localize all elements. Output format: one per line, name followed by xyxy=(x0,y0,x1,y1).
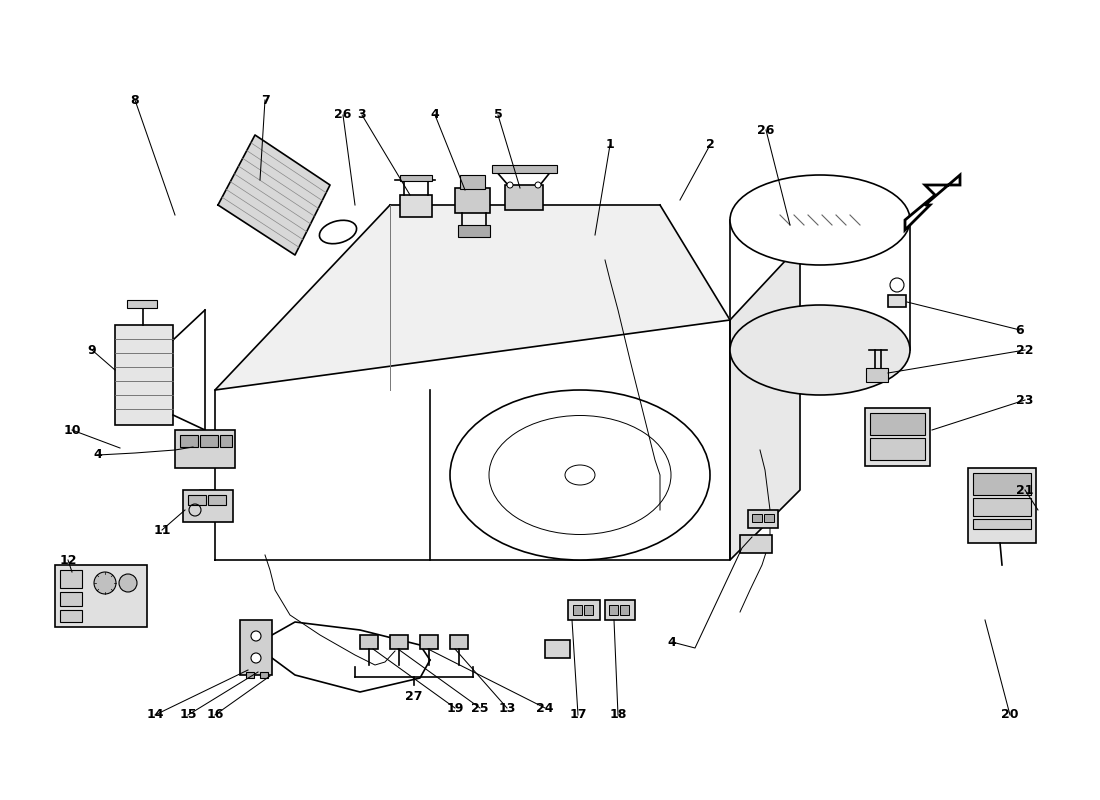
Circle shape xyxy=(535,182,541,188)
Bar xyxy=(568,600,600,620)
Circle shape xyxy=(251,653,261,663)
Bar xyxy=(968,468,1036,543)
Bar xyxy=(390,635,408,649)
Bar xyxy=(450,635,468,649)
Bar xyxy=(180,435,198,447)
Bar xyxy=(764,514,774,522)
Polygon shape xyxy=(905,175,960,230)
Bar xyxy=(544,640,570,658)
Text: 22: 22 xyxy=(1016,343,1034,357)
Bar xyxy=(420,635,438,649)
Circle shape xyxy=(94,572,115,594)
Bar xyxy=(60,570,82,588)
Text: 12: 12 xyxy=(59,554,77,566)
Bar xyxy=(458,225,490,237)
Bar xyxy=(752,514,762,522)
Bar xyxy=(246,672,254,678)
Bar xyxy=(974,498,1031,516)
Bar xyxy=(866,368,888,382)
Text: 11: 11 xyxy=(153,523,170,537)
Bar xyxy=(865,408,930,466)
Text: 15: 15 xyxy=(179,709,197,722)
Bar xyxy=(584,605,593,615)
Text: 1: 1 xyxy=(606,138,615,151)
Bar xyxy=(260,672,268,678)
Bar xyxy=(126,300,157,308)
Text: 19: 19 xyxy=(447,702,464,714)
Bar xyxy=(492,165,557,173)
Text: 17: 17 xyxy=(570,709,586,722)
Bar xyxy=(888,295,906,307)
Bar xyxy=(188,495,206,505)
Text: 14: 14 xyxy=(146,709,164,722)
Bar xyxy=(605,600,635,620)
Text: 7: 7 xyxy=(261,94,270,106)
Bar xyxy=(116,325,173,425)
Bar xyxy=(208,495,226,505)
Bar xyxy=(870,438,925,460)
Ellipse shape xyxy=(730,305,910,395)
Circle shape xyxy=(251,631,261,641)
Text: 10: 10 xyxy=(64,423,80,437)
Text: 8: 8 xyxy=(131,94,140,106)
Text: 6: 6 xyxy=(1015,323,1024,337)
Bar xyxy=(455,188,490,213)
Bar xyxy=(974,473,1031,495)
Bar xyxy=(175,430,235,468)
Bar xyxy=(60,610,82,622)
Text: 5: 5 xyxy=(494,109,503,122)
Bar xyxy=(460,175,485,189)
Bar xyxy=(609,605,618,615)
Polygon shape xyxy=(218,135,330,255)
Text: 9: 9 xyxy=(88,343,97,357)
Text: 18: 18 xyxy=(609,709,627,722)
Bar xyxy=(220,435,232,447)
Bar xyxy=(60,592,82,606)
Text: 23: 23 xyxy=(1016,394,1034,406)
Circle shape xyxy=(119,574,138,592)
Text: 26: 26 xyxy=(757,123,774,137)
Text: 3: 3 xyxy=(358,109,366,122)
Bar xyxy=(573,605,582,615)
Bar xyxy=(505,185,543,210)
Ellipse shape xyxy=(450,390,710,560)
Bar xyxy=(400,195,432,217)
Text: 16: 16 xyxy=(207,709,223,722)
Bar xyxy=(620,605,629,615)
Text: 13: 13 xyxy=(498,702,516,714)
Bar xyxy=(870,413,925,435)
Bar xyxy=(400,175,432,181)
Ellipse shape xyxy=(730,175,910,265)
Bar xyxy=(360,635,378,649)
Text: 20: 20 xyxy=(1001,709,1019,722)
Circle shape xyxy=(507,182,513,188)
Text: 4: 4 xyxy=(430,109,439,122)
Text: 2: 2 xyxy=(705,138,714,151)
Text: 4: 4 xyxy=(668,635,676,649)
Bar xyxy=(748,510,778,528)
Text: 27: 27 xyxy=(405,690,422,703)
Polygon shape xyxy=(730,245,800,560)
Text: 25: 25 xyxy=(471,702,488,714)
Bar xyxy=(200,435,218,447)
Bar xyxy=(240,620,272,675)
Text: 21: 21 xyxy=(1016,483,1034,497)
Polygon shape xyxy=(214,205,730,390)
Ellipse shape xyxy=(319,220,356,244)
Polygon shape xyxy=(214,320,730,560)
Bar xyxy=(740,535,772,553)
Circle shape xyxy=(890,278,904,292)
Bar xyxy=(183,490,233,522)
Bar xyxy=(974,519,1031,529)
Bar xyxy=(55,565,147,627)
Text: 24: 24 xyxy=(537,702,553,714)
Text: 4: 4 xyxy=(94,449,102,462)
Text: 26: 26 xyxy=(334,109,352,122)
